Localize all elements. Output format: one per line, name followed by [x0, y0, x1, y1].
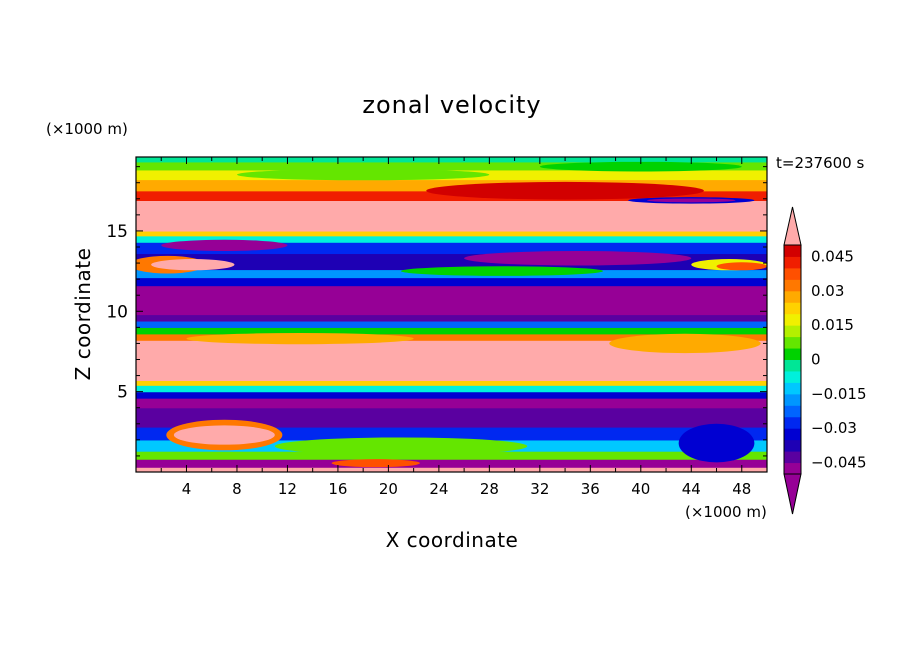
colorbar-bin-3 [784, 428, 801, 441]
x-tick-label-20: 20 [379, 480, 398, 498]
contour-feature-6 [151, 259, 235, 271]
colorbar-bin-5 [784, 405, 801, 418]
x-tick-label-16: 16 [328, 480, 347, 498]
colorbar: −0.045 −0.03 −0.015 0 0.015 0.03 0.045 [783, 206, 867, 515]
colorbar-bin-13 [784, 313, 801, 326]
colorbar-bin-2 [784, 439, 801, 452]
colorbar-tick-label-2: −0.015 [811, 385, 867, 403]
contour-feature-17 [236, 169, 490, 181]
contour-band-2 [136, 451, 767, 460]
contour-feature-2 [274, 437, 528, 456]
contour-band-27 [136, 157, 767, 163]
x-tick-label-32: 32 [530, 480, 549, 498]
contour-band-15 [136, 285, 767, 316]
contour-feature-1 [173, 425, 275, 445]
contour-feature-12 [186, 332, 414, 345]
contour-band-9 [136, 380, 767, 386]
colorbar-under-arrow [783, 473, 802, 515]
contour-feature-14 [426, 181, 704, 200]
contour-band-0 [136, 467, 767, 472]
colorbar-bin-1 [784, 451, 801, 464]
contour-band-12 [136, 327, 767, 335]
contour-feature-3 [331, 459, 420, 468]
colorbar-tick-label-4: 0.015 [811, 316, 854, 334]
contour-features [136, 161, 767, 468]
contour-band-8 [136, 385, 767, 393]
contour-band-26 [136, 161, 767, 171]
contour-feature-11 [609, 333, 761, 354]
contour-feature-10 [401, 266, 603, 276]
colorbar-bin-10 [784, 348, 801, 360]
x-tick-label-4: 4 [182, 480, 192, 498]
colorbar-tick-label-1: −0.03 [811, 419, 857, 437]
plot-frame [135, 156, 768, 473]
colorbar-bin-19 [784, 245, 801, 257]
contour-band-14 [136, 314, 767, 322]
colorbar-tick-label-0: −0.045 [811, 454, 867, 472]
x-tick-label-12: 12 [278, 480, 297, 498]
colorbar-bin-8 [784, 370, 801, 383]
contour-band-20 [136, 235, 767, 243]
contour-band-1 [136, 459, 767, 468]
colorbar-bin-7 [784, 382, 801, 395]
colorbar-bin-6 [784, 393, 801, 406]
colorbar-bin-17 [784, 267, 801, 280]
x-tick-label-36: 36 [581, 480, 600, 498]
colorbar-bin-14 [784, 302, 801, 315]
colorbar-bin-11 [784, 336, 801, 349]
x-unit-label: (×1000 m) [685, 503, 767, 521]
x-tick-label-48: 48 [732, 480, 751, 498]
chart-title: zonal velocity [362, 91, 541, 119]
contour-feature-18 [539, 161, 742, 172]
contour-band-5 [136, 407, 767, 428]
x-tick-label-8: 8 [232, 480, 242, 498]
x-tick-label-44: 44 [682, 480, 701, 498]
contour-band-24 [136, 179, 767, 192]
contour-band-21 [136, 230, 767, 237]
colorbar-tick-label-5: 0.03 [811, 282, 844, 300]
contour-band-22 [136, 200, 767, 232]
colorbar-bin-16 [784, 279, 801, 292]
x-tick-label-24: 24 [429, 480, 448, 498]
y-tick-label-10: 10 [106, 302, 128, 322]
contour-band-7 [136, 391, 767, 399]
y-axis-label: Z coordinate [71, 248, 95, 381]
time-label: t=237600 s [776, 154, 864, 172]
contour-feature-9 [464, 251, 692, 266]
contour-feature-4 [678, 423, 755, 463]
x-tick-label-40: 40 [631, 480, 650, 498]
y-unit-label: (×1000 m) [46, 120, 128, 138]
y-axis-ticks: 5 10 15 [106, 166, 767, 457]
colorbar-over-arrow [783, 206, 802, 246]
colorbar-bin-15 [784, 290, 801, 303]
contour-feature-16 [647, 198, 736, 203]
x-axis-ticks: 4 8 12 16 20 24 28 32 36 40 44 48 [160, 157, 768, 498]
colorbar-bin-0 [784, 462, 801, 475]
contour-band-16 [136, 277, 767, 287]
contour-band-11 [136, 333, 767, 341]
colorbar-frame [783, 244, 802, 475]
y-tick-label-5: 5 [117, 383, 128, 403]
contour-band-23 [136, 190, 767, 201]
contour-feature-8 [716, 262, 767, 271]
x-tick-label-28: 28 [480, 480, 499, 498]
contour-band-6 [136, 398, 767, 409]
contour-band-19 [136, 242, 767, 255]
plot-area [136, 157, 767, 472]
colorbar-bin-4 [784, 416, 801, 429]
contour-band-4 [136, 427, 767, 441]
colorbar-bin-12 [784, 325, 801, 338]
colorbar-bin-18 [784, 256, 801, 269]
colorbar-bin-9 [784, 359, 801, 372]
x-axis-label: X coordinate [386, 528, 519, 552]
colorbar-tick-label-3: 0 [811, 351, 821, 369]
contour-band-13 [136, 320, 767, 328]
contour-feature-13 [161, 239, 288, 252]
y-tick-label-15: 15 [106, 222, 128, 242]
colorbar-tick-label-6: 0.045 [811, 247, 854, 265]
